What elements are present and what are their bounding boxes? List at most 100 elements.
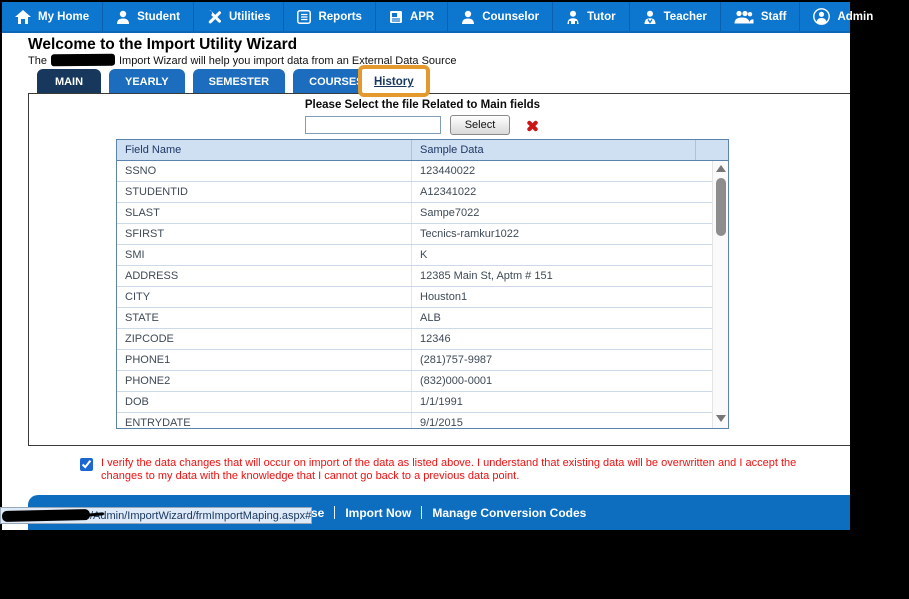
sample-data-cell: 12346 [420,333,451,345]
table-row[interactable]: DOB 1/1/1991 [117,392,728,413]
tab-semester[interactable]: SEMESTER [192,69,286,94]
table-row[interactable]: ADDRESS 12385 Main St, Aptm # 151 [117,266,728,287]
field-name-cell: PHONE2 [117,371,412,391]
nav-item-staff[interactable]: Staff [719,2,800,31]
clear-file-icon[interactable] [525,118,540,133]
verify-section: I verify the data changes that will occu… [80,457,820,483]
import-now-button[interactable]: Import Now [345,505,412,520]
sample-data-cell: 12385 Main St, Aptm # 151 [420,270,553,282]
list-icon [297,9,312,24]
table-row[interactable]: STATE ALB [117,308,728,329]
sample-data-cell: Houston1 [420,291,468,303]
nav-label: Admin [837,10,874,23]
sample-data-cell: 9/1/2015 [420,417,463,429]
table-row[interactable]: SMI K [117,245,728,266]
teacher-icon [643,10,657,24]
field-name-cell: SMI [117,245,412,265]
sample-data-cell: (281)757-9987 [420,354,493,366]
sample-data-cell: (832)000-0001 [420,375,493,387]
column-header-field-name[interactable]: Field Name [117,140,412,160]
field-mapping-table: Field Name Sample Data SSNO 123440022 ST… [116,139,729,429]
sample-data-cell: 123440022 [420,165,476,177]
scroll-up-icon[interactable] [713,161,728,176]
table-row[interactable]: PHONE1 (281)757-9987 [117,350,728,371]
app-window: My Home Student Utilities Reports APR Co… [0,2,873,530]
sample-data-cell: 1/1/1991 [420,396,463,408]
field-name-cell: STUDENTID [117,182,412,202]
wizard-panel: Please Select the file Related to Main f… [28,93,850,446]
table-row[interactable]: SFIRST Tecnics-ramkur1022 [117,224,728,245]
top-navbar: My Home Student Utilities Reports APR Co… [2,2,873,33]
table-scrollbar[interactable] [712,161,728,428]
subtitle-prefix: The [28,55,47,67]
page-subtitle: The Import Wizard will help you import da… [28,53,457,67]
field-name-cell: ZIPCODE [117,329,412,349]
sample-data-cell: Tecnics-ramkur1022 [420,228,520,240]
nav-label: My Home [38,10,90,23]
table-row[interactable]: SLAST Sampe7022 [117,203,728,224]
sample-data-cell: K [420,249,428,261]
scrollbar-thumb[interactable] [716,178,726,236]
home-icon [15,9,31,24]
book-icon [389,10,403,24]
nav-item-student[interactable]: Student [102,2,193,31]
table-row[interactable]: CITY Houston1 [117,287,728,308]
tab-history[interactable]: History [374,76,414,88]
nav-label: Staff [760,10,787,23]
table-row[interactable]: PHONE2 (832)000-0001 [117,371,728,392]
file-select-prompt: Please Select the file Related to Main f… [304,99,541,111]
person-icon [566,10,580,24]
footer-divider [334,506,336,519]
nav-item-utilities[interactable]: Utilities [192,2,284,31]
file-input[interactable] [305,116,441,134]
sample-data-cell: A12341022 [420,186,477,198]
nav-item-apr[interactable]: APR [374,2,447,31]
column-header-sample-data[interactable]: Sample Data [412,140,696,160]
manage-conversion-codes-button[interactable]: Manage Conversion Codes [432,505,587,520]
people-icon [734,10,754,24]
nav-item-teacher[interactable]: Teacher [628,2,720,31]
nav-label: Utilities [228,10,271,23]
table-header-row: Field Name Sample Data [117,140,728,161]
field-name-cell: SLAST [117,203,412,223]
sample-data-cell: ALB [420,312,441,324]
column-header-scroll-spacer [696,140,728,160]
status-url-text: /Admin/ImportWizard/frmImportMaping.aspx… [90,509,312,522]
field-name-cell: ENTRYDATE [117,413,412,428]
redaction-mark [1,509,91,522]
select-button[interactable]: Select [450,115,510,135]
person-circle-icon [813,8,831,25]
nav-item-reports[interactable]: Reports [283,2,374,31]
field-name-cell: PHONE1 [117,350,412,370]
nav-label: Teacher [663,10,707,23]
nav-item-admin[interactable]: Admin [799,2,886,31]
nav-label: APR [409,10,435,23]
table-row[interactable]: SSNO 123440022 [117,161,728,182]
scroll-down-icon[interactable] [713,411,728,426]
nav-label: Counselor [482,10,540,23]
table-row[interactable]: STUDENTID A12341022 [117,182,728,203]
subtitle-suffix: Import Wizard will help you import data … [118,55,457,67]
field-name-cell: CITY [117,287,412,307]
field-name-cell: STATE [117,308,412,328]
field-name-cell: ADDRESS [117,266,412,286]
nav-label: Tutor [587,10,616,23]
field-name-cell: SFIRST [117,224,412,244]
verify-warning-text: I verify the data changes that will occu… [101,457,797,482]
nav-item-counselor[interactable]: Counselor [447,2,552,31]
redaction-mark [50,53,116,67]
footer-divider [421,506,423,519]
tab-yearly[interactable]: YEARLY [109,69,185,94]
table-row[interactable]: ENTRYDATE 9/1/2015 [117,413,728,429]
table-body: SSNO 123440022 STUDENTID A12341022 SLAST… [117,161,728,429]
nav-label: Reports [318,10,362,23]
verify-checkbox[interactable] [80,458,93,471]
field-name-cell: SSNO [117,161,412,181]
table-row[interactable]: ZIPCODE 12346 [117,329,728,350]
nav-item-tutor[interactable]: Tutor [552,2,629,31]
tools-icon [207,10,222,24]
tab-main[interactable]: MAIN [37,69,101,94]
history-annotation-highlight: History [358,65,430,97]
status-bar-url: /Admin/ImportWizard/frmImportMaping.aspx… [0,507,312,524]
nav-item-my-home[interactable]: My Home [2,2,102,31]
